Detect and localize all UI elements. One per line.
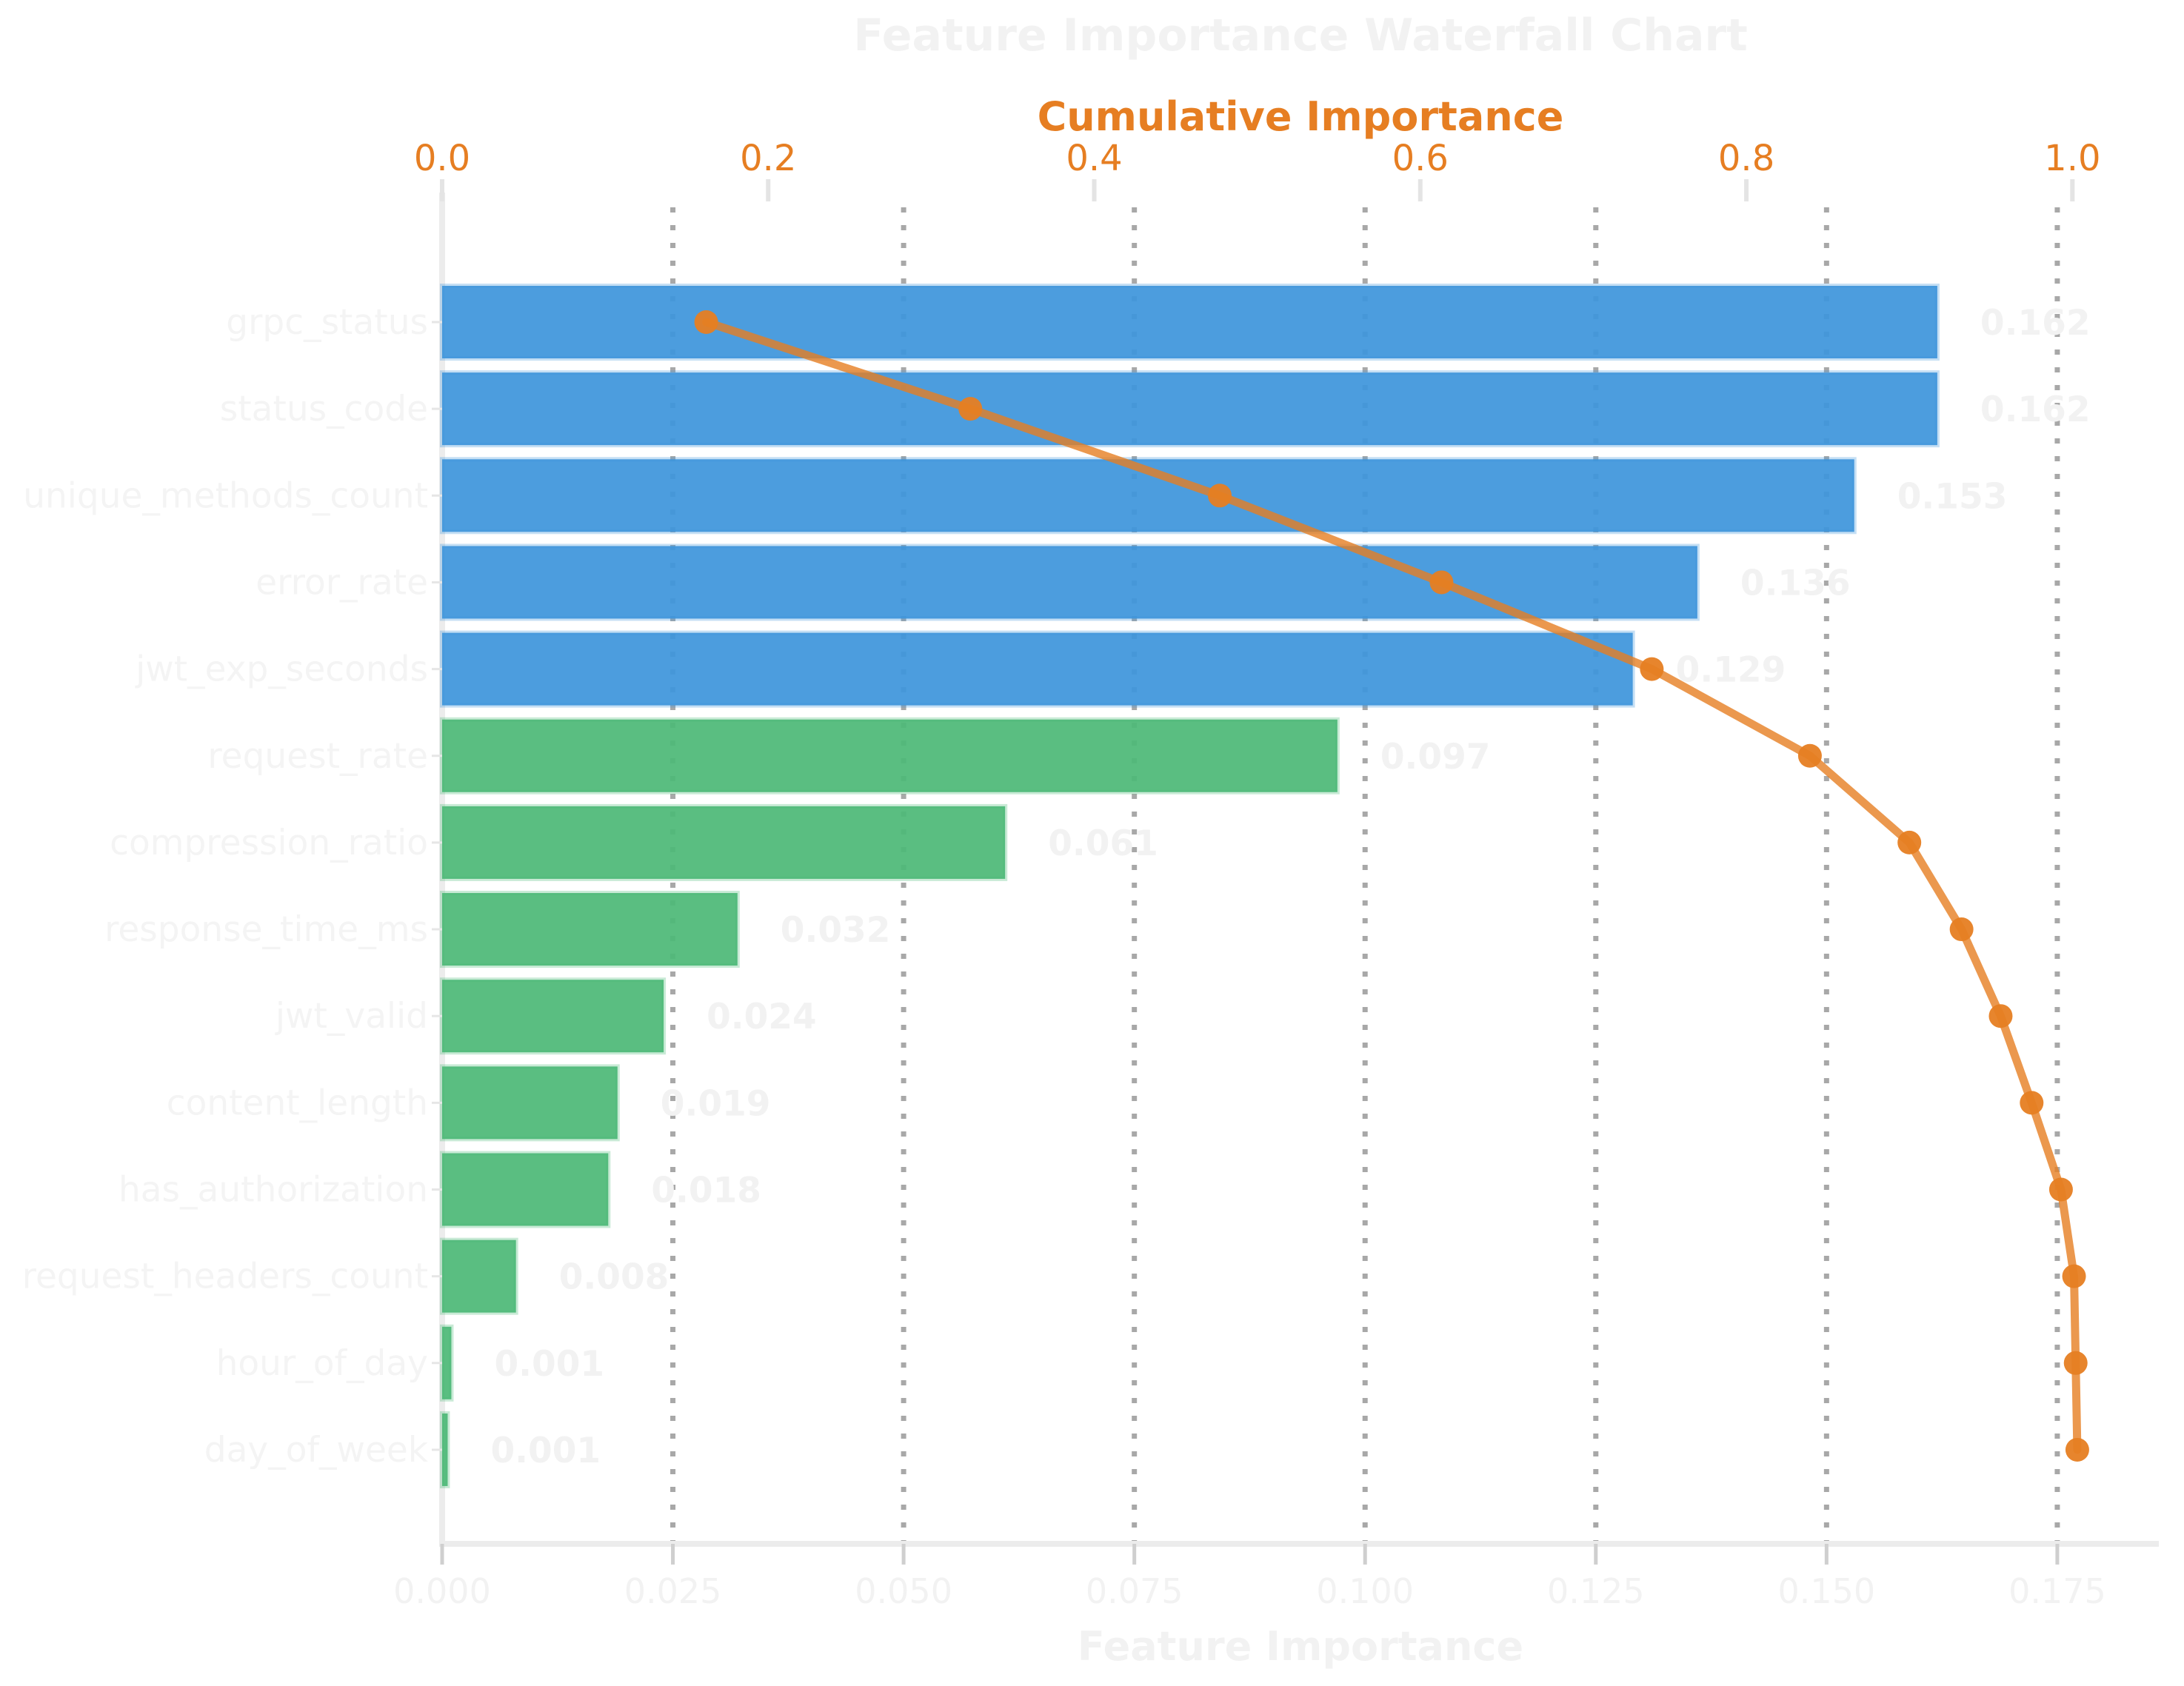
bar-value-label-jwt_exp_seconds: 0.129 bbox=[1676, 650, 1786, 691]
cumulative-point-jwt_valid bbox=[1988, 1004, 2013, 1028]
bar-value-label-unique_methods_count: 0.153 bbox=[1897, 476, 2008, 517]
bar-hour_of_day bbox=[440, 1324, 454, 1402]
y-axis-label-response_time_ms: response_time_ms bbox=[104, 909, 428, 950]
bar-jwt_exp_seconds bbox=[440, 630, 1635, 708]
cumulative-importance-line bbox=[702, 318, 2082, 1454]
bar-grpc_status bbox=[440, 284, 1940, 361]
top-axis-tick-label-0.0: 0.0 bbox=[414, 138, 470, 179]
bar-content_length bbox=[440, 1064, 620, 1142]
bars-group: 0.162 0.162 0.153 0.136 0.129 0.097 0.061 0.032… bbox=[440, 284, 2091, 1488]
bar-response_time_ms bbox=[440, 891, 740, 969]
bar-has_authorization bbox=[440, 1151, 611, 1228]
bottom-axis-title: Feature Importance bbox=[1078, 1623, 1523, 1670]
bottom-axis-tick-label-0.050: 0.050 bbox=[855, 1571, 952, 1611]
bar-compression_ratio bbox=[440, 803, 1008, 881]
top-axis-tick-label-0.2: 0.2 bbox=[740, 138, 796, 179]
cumulative-point-has_authorization bbox=[2048, 1177, 2073, 1202]
bar-value-label-status_code: 0.162 bbox=[1980, 389, 2091, 430]
y-axis-label-unique_methods_count: unique_methods_count bbox=[23, 475, 428, 516]
y-axis-label-status_code: status_code bbox=[220, 389, 428, 429]
cumulative-point-response_time_ms bbox=[1949, 917, 1974, 942]
cumulative-point-content_length bbox=[2020, 1091, 2044, 1115]
top-axis-tick-label-0.6: 0.6 bbox=[1392, 138, 1449, 179]
bar-value-label-content_length: 0.019 bbox=[661, 1083, 771, 1124]
bar-value-label-compression_ratio: 0.061 bbox=[1048, 823, 1158, 864]
y-axis-label-content_length: content_length bbox=[167, 1083, 428, 1123]
cumulative-point-request_rate bbox=[1797, 743, 1822, 768]
y-axis-label-compression_ratio: compression_ratio bbox=[110, 823, 428, 863]
bar-value-label-request_headers_count: 0.008 bbox=[559, 1257, 669, 1298]
bar-value-label-has_authorization: 0.018 bbox=[651, 1171, 761, 1211]
bar-jwt_valid bbox=[440, 977, 667, 1055]
bottom-axis-tick-label-0.025: 0.025 bbox=[624, 1571, 722, 1611]
bar-status_code bbox=[440, 370, 1940, 448]
y-axis-label-error_rate: error_rate bbox=[256, 562, 428, 603]
bar-value-label-day_of_week: 0.001 bbox=[490, 1431, 601, 1471]
bar-value-label-jwt_valid: 0.024 bbox=[707, 997, 817, 1037]
bar-value-label-error_rate: 0.136 bbox=[1740, 563, 1851, 603]
bottom-axis-tick-label-0.175: 0.175 bbox=[2008, 1571, 2106, 1611]
bar-request_rate bbox=[440, 717, 1340, 795]
top-axis-tick-label-1.0: 1.0 bbox=[2044, 138, 2100, 179]
cumulative-point-grpc_status bbox=[694, 310, 718, 334]
y-axis-label-request_headers_count: request_headers_count bbox=[22, 1257, 428, 1297]
top-axis-tick-label-0.8: 0.8 bbox=[1718, 138, 1774, 179]
bottom-axis-tick-label-0.075: 0.075 bbox=[1086, 1571, 1183, 1611]
cumulative-point-status_code bbox=[958, 397, 983, 421]
bottom-axis-tick-label-0.150: 0.150 bbox=[1778, 1571, 1876, 1611]
y-axis-label-jwt_valid: jwt_valid bbox=[275, 996, 428, 1037]
y-axis-label-jwt_exp_seconds: jwt_exp_seconds bbox=[135, 649, 428, 690]
cumulative-point-day_of_week bbox=[2065, 1437, 2089, 1462]
bottom-axis-tick-label-0.000: 0.000 bbox=[393, 1571, 491, 1611]
bar-value-label-response_time_ms: 0.032 bbox=[781, 910, 891, 951]
y-axis-label-has_authorization: has_authorization bbox=[118, 1170, 428, 1211]
cumulative-point-compression_ratio bbox=[1897, 830, 1922, 854]
cumulative-point-hour_of_day bbox=[2063, 1351, 2088, 1375]
bar-value-label-hour_of_day: 0.001 bbox=[494, 1344, 604, 1385]
cumulative-point-request_headers_count bbox=[2062, 1264, 2086, 1288]
cumulative-line-group bbox=[694, 310, 2089, 1462]
top-axis-title: Cumulative Importance bbox=[1038, 93, 1564, 140]
y-axis-label-hour_of_day: hour_of_day bbox=[216, 1343, 428, 1384]
bottom-axis-tick-label-0.100: 0.100 bbox=[1316, 1571, 1414, 1611]
cumulative-point-error_rate bbox=[1429, 570, 1454, 595]
ticks-and-labels-group: grpc_status status_code unique_methods_cou… bbox=[22, 138, 2106, 1611]
bar-value-label-grpc_status: 0.162 bbox=[1980, 303, 2091, 344]
cumulative-point-unique_methods_count bbox=[1208, 484, 1232, 508]
bar-error_rate bbox=[440, 543, 1700, 621]
bar-day_of_week bbox=[440, 1411, 450, 1488]
bottom-axis-tick-label-0.125: 0.125 bbox=[1547, 1571, 1645, 1611]
y-axis-label-grpc_status: grpc_status bbox=[226, 302, 428, 343]
bar-value-label-request_rate: 0.097 bbox=[1380, 737, 1491, 777]
y-axis-label-day_of_week: day_of_week bbox=[204, 1430, 429, 1471]
top-axis-tick-label-0.4: 0.4 bbox=[1066, 138, 1122, 179]
cumulative-point-jwt_exp_seconds bbox=[1640, 657, 1664, 681]
chart-title: Feature Importance Waterfall Chart bbox=[853, 10, 1748, 61]
y-axis-label-request_rate: request_rate bbox=[207, 736, 428, 777]
bar-request_headers_count bbox=[440, 1237, 518, 1315]
